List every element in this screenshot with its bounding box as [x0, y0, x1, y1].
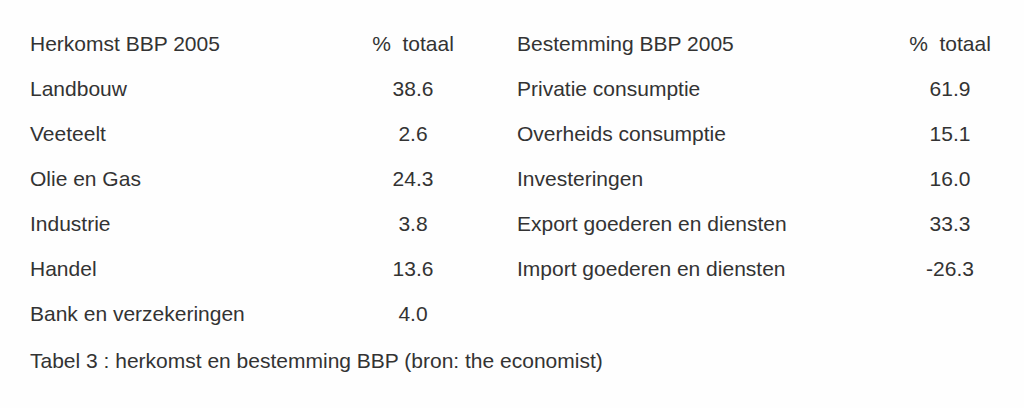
row-value: 2.6: [360, 111, 466, 156]
row-value: 4.0: [360, 291, 466, 336]
table-row: Olie en Gas 24.3: [30, 156, 466, 201]
row-label: Investeringen: [517, 156, 894, 201]
row-label: Overheids consumptie: [517, 111, 894, 156]
row-value: 15.1: [894, 111, 1006, 156]
row-value: 16.0: [894, 156, 1006, 201]
bestemming-header-title: Bestemming BBP 2005: [517, 21, 894, 66]
herkomst-header-value: % totaal: [360, 21, 466, 66]
herkomst-header-title: Herkomst BBP 2005: [30, 21, 360, 66]
herkomst-header-row: Herkomst BBP 2005 % totaal: [30, 21, 466, 66]
row-label: Landbouw: [30, 66, 360, 111]
row-label: Veeteelt: [30, 111, 360, 156]
table-row: Investeringen 16.0: [517, 156, 1006, 201]
row-value: 61.9: [894, 66, 1006, 111]
table-row: Privatie consumptie 61.9: [517, 66, 1006, 111]
row-label: Privatie consumptie: [517, 66, 894, 111]
table-row: Veeteelt 2.6: [30, 111, 466, 156]
table-caption: Tabel 3 : herkomst en bestemming BBP (br…: [30, 338, 603, 383]
row-value: 24.3: [360, 156, 466, 201]
table-row: Bank en verzekeringen 4.0: [30, 291, 466, 336]
table-row: Landbouw 38.6: [30, 66, 466, 111]
row-label: Export goederen en diensten: [517, 201, 894, 246]
row-label: Olie en Gas: [30, 156, 360, 201]
bestemming-header-value: % totaal: [894, 21, 1006, 66]
table-row: Export goederen en diensten 33.3: [517, 201, 1006, 246]
row-value: -26.3: [894, 246, 1006, 291]
table-row: Import goederen en diensten -26.3: [517, 246, 1006, 291]
row-value: 38.6: [360, 66, 466, 111]
bestemming-header-row: Bestemming BBP 2005 % totaal: [517, 21, 1006, 66]
herkomst-table: Herkomst BBP 2005 % totaal Landbouw 38.6…: [30, 21, 466, 336]
table-row: Industrie 3.8: [30, 201, 466, 246]
bestemming-table: Bestemming BBP 2005 % totaal Privatie co…: [517, 21, 1006, 291]
table-row: Handel 13.6: [30, 246, 466, 291]
table-row: Overheids consumptie 15.1: [517, 111, 1006, 156]
row-label: Bank en verzekeringen: [30, 291, 360, 336]
row-value: 13.6: [360, 246, 466, 291]
row-label: Import goederen en diensten: [517, 246, 894, 291]
row-label: Handel: [30, 246, 360, 291]
row-value: 33.3: [894, 201, 1006, 246]
row-value: 3.8: [360, 201, 466, 246]
row-label: Industrie: [30, 201, 360, 246]
